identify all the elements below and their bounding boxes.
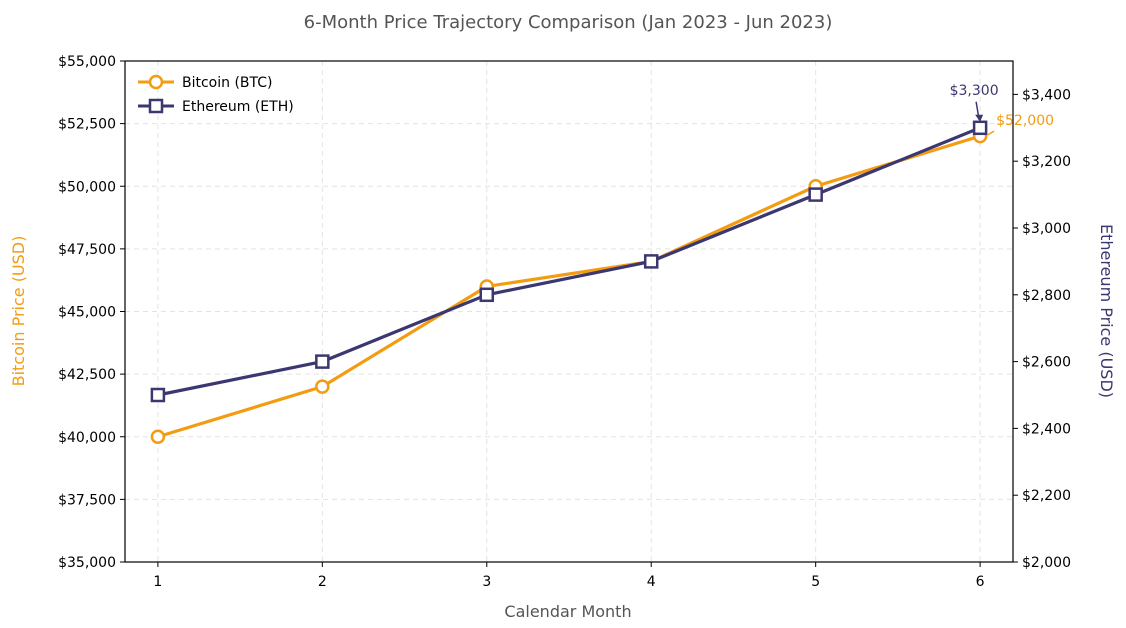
eth-end-label: $3,300 (950, 83, 999, 99)
right-tick-label: $3,000 (1022, 221, 1071, 237)
eth-data-point (479, 287, 495, 303)
eth-data-point (972, 120, 988, 136)
left-tick-label: $40,000 (58, 430, 116, 446)
legend-eth-label: Ethereum (ETH) (182, 99, 294, 115)
x-tick-label: 2 (318, 574, 327, 590)
left-axis-label: Bitcoin Price (USD) (9, 236, 28, 387)
chart-title: 6-Month Price Trajectory Comparison (Jan… (304, 12, 833, 33)
left-tick-label: $55,000 (58, 54, 116, 70)
left-tick-label: $50,000 (58, 179, 116, 195)
btc-data-point (150, 429, 166, 444)
x-tick-label: 4 (647, 574, 656, 590)
right-tick-label: $2,000 (1022, 555, 1071, 571)
right-tick-label: $3,400 (1022, 87, 1071, 103)
x-tick-label: 3 (482, 574, 491, 590)
left-tick-label: $52,500 (58, 117, 116, 133)
grid (125, 61, 1013, 562)
legend-eth-marker (148, 98, 164, 114)
left-tick-label: $37,500 (58, 492, 116, 508)
x-axis: 1 2 3 4 5 6 (153, 562, 985, 590)
right-tick-label: $3,200 (1022, 154, 1071, 170)
eth-data-point (150, 387, 166, 403)
left-tick-label: $47,500 (58, 242, 116, 258)
legend: Bitcoin (BTC) Ethereum (ETH) (138, 74, 294, 115)
legend-btc-label: Bitcoin (BTC) (182, 75, 273, 91)
right-tick-label: $2,400 (1022, 421, 1071, 437)
right-axis: $2,000 $2,200 $2,400 $2,600 $2,800 $3,000 $3,2… (1013, 87, 1071, 571)
left-tick-label: $35,000 (58, 555, 116, 571)
btc-annotation-arrow (986, 130, 995, 136)
right-tick-label: $2,200 (1022, 488, 1071, 504)
eth-data-point (643, 254, 659, 269)
btc-data-point (315, 379, 330, 394)
right-tick-label: $2,800 (1022, 288, 1071, 304)
btc-end-label: $52,000 (996, 113, 1054, 129)
x-tick-label: 5 (811, 574, 820, 590)
eth-data-point (315, 354, 330, 369)
series-layer (150, 120, 988, 444)
eth-annotation-arrowhead (975, 114, 984, 122)
x-tick-label: 1 (153, 574, 162, 590)
right-tick-label: $2,600 (1022, 355, 1071, 371)
btc-series-line (157, 134, 981, 439)
x-axis-label: Calendar Month (504, 602, 631, 621)
left-tick-label: $42,500 (58, 367, 116, 383)
eth-series-line (157, 126, 981, 397)
x-tick-label: 6 (976, 574, 985, 590)
annotation-layer: $52,000 $3,300 (950, 83, 1054, 136)
right-axis-label: Ethereum Price (USD) (1097, 224, 1116, 398)
left-axis: $35,000 $37,500 $40,000 $42,500 $45,000 $47,5… (58, 54, 125, 571)
left-tick-label: $45,000 (58, 305, 116, 321)
eth-data-point (808, 187, 823, 202)
legend-btc-marker (148, 74, 164, 90)
